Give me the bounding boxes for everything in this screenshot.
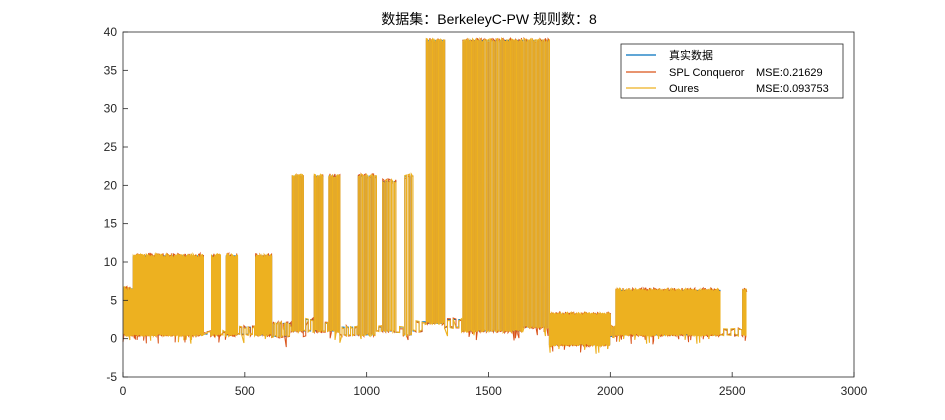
legend: 真实数据 SPL Conqueror MSE:0.21629 Oures MSE…	[620, 43, 844, 99]
legend-mse-oures: MSE:0.093753	[756, 83, 829, 95]
y-axis: -5 0 5 10 15 20 25 30 35 40	[104, 25, 128, 384]
x-tick-label: 2000	[597, 384, 624, 398]
y-tick-label: 5	[110, 293, 117, 307]
y-tick-label: 30	[104, 102, 118, 116]
legend-label-spl: SPL Conqueror	[669, 67, 745, 79]
y-tick-label: 20	[104, 178, 118, 192]
x-tick-label: 2500	[719, 384, 746, 398]
series-line-2	[122, 36, 748, 354]
legend-box	[620, 43, 844, 99]
legend-label-oures: Oures	[669, 83, 699, 95]
y-tick-label: 25	[104, 140, 118, 154]
y-tick-label: 40	[104, 25, 118, 39]
legend-mse-spl: MSE:0.21629	[756, 67, 823, 79]
chart-title: 数据集：BerkeleyC-PW 规则数：8	[381, 11, 597, 27]
x-tick-label: 1500	[475, 384, 502, 398]
y-tick-label: 10	[104, 255, 118, 269]
x-tick-label: 3000	[841, 384, 868, 398]
y-tick-label: 0	[110, 332, 117, 346]
series-layer	[122, 36, 748, 354]
y-tick-label: -5	[106, 370, 117, 384]
y-tick-label: 35	[104, 63, 118, 77]
legend-label-real: 真实数据	[669, 48, 713, 62]
y-tick-label: 15	[104, 217, 118, 231]
x-tick-label: 0	[120, 384, 127, 398]
x-tick-label: 500	[235, 384, 255, 398]
x-tick-label: 1000	[353, 384, 380, 398]
x-axis: 0 500 1000 1500 2000 2500 3000	[120, 372, 868, 398]
